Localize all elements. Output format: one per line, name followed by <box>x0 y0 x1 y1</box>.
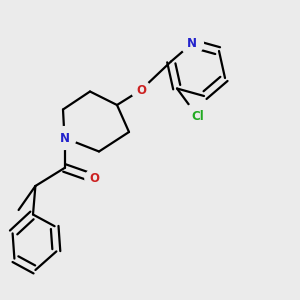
Text: O: O <box>136 83 146 97</box>
Circle shape <box>85 169 104 188</box>
Text: Cl: Cl <box>192 110 204 124</box>
Circle shape <box>53 127 76 149</box>
Circle shape <box>181 32 203 55</box>
Text: N: N <box>59 131 70 145</box>
Circle shape <box>184 103 212 131</box>
Circle shape <box>131 80 151 100</box>
Text: O: O <box>89 172 100 185</box>
Text: N: N <box>187 37 197 50</box>
